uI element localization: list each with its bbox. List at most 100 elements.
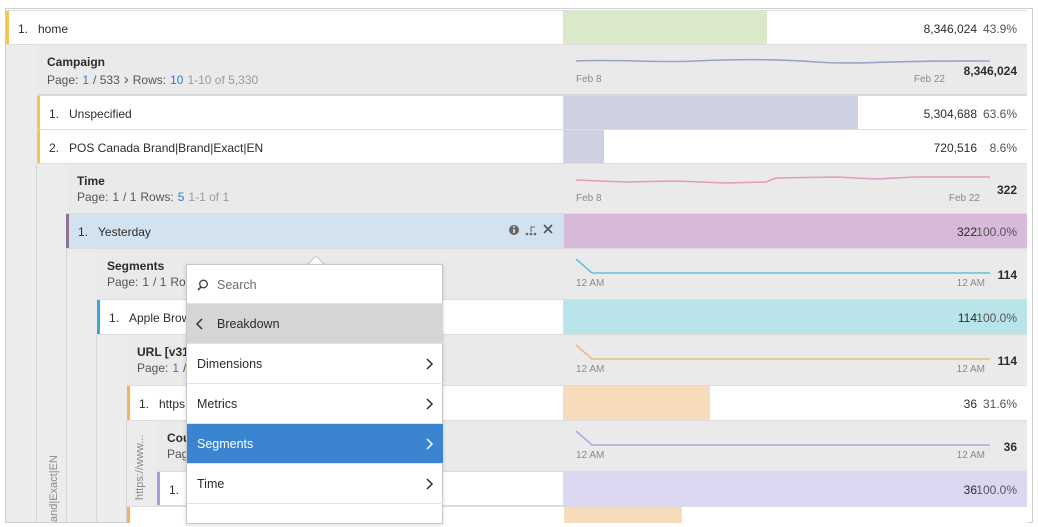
- gutter-line: [66, 249, 67, 522]
- gutter-label: https://www...: [134, 434, 146, 500]
- pager-page-total: /: [183, 361, 187, 375]
- row-rank: 1.: [109, 311, 120, 325]
- pager-page[interactable]: 1: [112, 190, 120, 204]
- pager-range: 1-10 of 5,330: [187, 73, 259, 87]
- pager-page[interactable]: 1: [82, 73, 90, 87]
- percent-bar: [564, 300, 1027, 334]
- menu-item[interactable]: Metrics: [187, 384, 443, 424]
- pager-page-label: Pag: [167, 447, 189, 461]
- row-value: 114: [957, 311, 977, 325]
- menu-item[interactable]: Time: [187, 464, 443, 504]
- percent-bar: [564, 11, 768, 44]
- pager-page[interactable]: 1: [172, 361, 180, 375]
- pager-next[interactable]: ›: [123, 71, 129, 88]
- row-percent: 100.0%: [976, 482, 1017, 497]
- breakdown-total: 36: [1003, 440, 1017, 454]
- row-rank: 1.: [49, 106, 60, 121]
- row-stripe: [127, 386, 130, 420]
- percent-bar: [564, 472, 1027, 505]
- column-divider: [563, 214, 564, 248]
- breakdown-title: URL [v31]: [137, 345, 193, 359]
- breakdown-title: Segments: [107, 259, 165, 273]
- x-start-label: 12 AM: [576, 450, 605, 461]
- row-actions[interactable]: [505, 222, 557, 240]
- pager-rows[interactable]: 10: [170, 73, 184, 87]
- row-label: Unspecified: [69, 106, 132, 121]
- row-percent: 8.6%: [989, 140, 1017, 155]
- breakdown-total: 114: [997, 354, 1017, 368]
- x-start-label: 12 AM: [576, 278, 605, 289]
- pager-page-total: / 1: [153, 275, 167, 289]
- menu-item[interactable]: Dimensions: [187, 344, 443, 384]
- row-rank: 1.: [18, 21, 29, 36]
- table-row[interactable]: 2. POS Canada Brand|Brand|Exact|EN 720,516…: [37, 129, 1027, 164]
- pager: Page: 1/ 533 › Rows: 10 1-10 of 5,330: [47, 71, 262, 88]
- percent-bar: [564, 130, 604, 163]
- row-selected-bg: [66, 214, 564, 248]
- table-row[interactable]: 1. Yesterday 322 100.0%: [66, 213, 1027, 249]
- menu-caret: [306, 256, 326, 266]
- sparkline: [576, 258, 990, 274]
- pager-range: 1-1 of 1: [188, 190, 230, 204]
- row-percent: 100.0%: [976, 311, 1017, 325]
- row-label: Yesterday: [98, 225, 151, 239]
- row-stripe: [157, 472, 160, 505]
- submenu-chevron: [426, 358, 434, 370]
- breakdown-header: Campaign Page: 1/ 533 › Rows: 10 1-10 of 5,330…: [37, 45, 1027, 95]
- pager: Pag: [167, 447, 192, 461]
- pager-rows[interactable]: 5: [177, 190, 185, 204]
- x-end-label: 12 AM: [956, 450, 985, 461]
- menu-back[interactable]: Breakdown: [187, 304, 443, 344]
- search-icon: [197, 279, 208, 291]
- row-rank: 1.: [78, 225, 89, 239]
- menu-item-partial[interactable]: [187, 504, 443, 527]
- row-value: 720,516: [933, 140, 977, 155]
- row-label: https: [159, 397, 186, 411]
- table-row[interactable]: 1. Unspecified 5,304,688 63.6%: [37, 95, 1027, 130]
- pager: Page: 1/ 1 Rows: 5 1-1 of 1: [77, 190, 233, 204]
- breakdown-header: Time Page: 1/ 1 Rows: 5 1-1 of 1 Feb 8 Feb 22 32…: [67, 164, 1027, 214]
- menu-item[interactable]: Segments: [187, 424, 443, 464]
- column-divider: [563, 11, 564, 44]
- submenu-chevron: [426, 478, 434, 490]
- breakdown-total: 8,346,024: [963, 64, 1017, 78]
- row-value: 322: [956, 225, 977, 239]
- row-value: 8,346,024: [923, 21, 977, 36]
- breakdown-total: 114: [997, 268, 1017, 282]
- submenu-chevron: [426, 438, 434, 450]
- row-percent: 100.0%: [976, 225, 1017, 239]
- row-stripe: [127, 507, 130, 523]
- submenu-chevron: [426, 398, 434, 410]
- gutter-line: [96, 335, 97, 522]
- sparkline: [576, 344, 990, 360]
- sparkline: [576, 430, 990, 446]
- row-rank: 1.: [139, 397, 150, 411]
- pager-page[interactable]: 1: [142, 275, 150, 289]
- table-row[interactable]: 1. home 8,346,024 43.9%: [6, 10, 1027, 45]
- column-divider: [563, 130, 564, 163]
- percent-bar: [564, 386, 711, 420]
- sparkline: [576, 176, 990, 184]
- sparkline-path: [576, 58, 990, 64]
- row-percent: 31.6%: [982, 397, 1017, 411]
- x-end-label: Feb 22: [913, 74, 945, 85]
- row-value: 36: [963, 397, 977, 411]
- pager-page-label: Page:: [137, 361, 169, 375]
- row-stripe: [37, 130, 40, 163]
- pager: Page: 1/ 1 Row: [107, 275, 198, 289]
- row-value: 36: [963, 482, 977, 497]
- x-start-label: Feb 8: [576, 74, 602, 85]
- row-stripe: [6, 11, 9, 44]
- sparkline-path: [576, 258, 990, 274]
- row-label: Apple Brow: [129, 311, 191, 325]
- row-percent: 63.6%: [982, 106, 1017, 121]
- pager: Page: 1/: [137, 361, 190, 375]
- pager-page-label: Page:: [47, 73, 79, 87]
- sparkline-path: [576, 430, 990, 446]
- menu-search[interactable]: Search: [187, 265, 443, 304]
- column-divider: [563, 96, 564, 129]
- sparkline-path: [576, 344, 990, 360]
- pager-page-label: Page:: [107, 275, 139, 289]
- x-end-label: 12 AM: [956, 364, 985, 375]
